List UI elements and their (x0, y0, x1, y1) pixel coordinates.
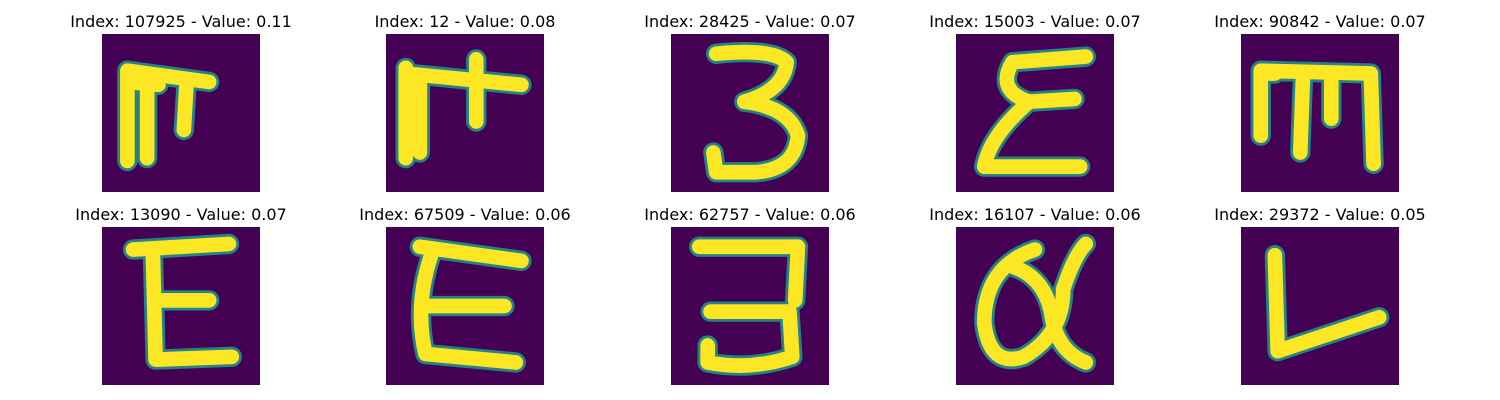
character-image-6 (102, 227, 260, 385)
panel-title: Index: 90842 - Value: 0.07 (1214, 12, 1426, 31)
image-panel-1: Index: 107925 - Value: 0.11 (61, 12, 301, 202)
image-panel-9: Index: 16107 - Value: 0.06 (915, 205, 1155, 395)
panel-title: Index: 28425 - Value: 0.07 (644, 12, 856, 31)
panel-title: Index: 15003 - Value: 0.07 (929, 12, 1141, 31)
image-panel-2: Index: 12 - Value: 0.08 (345, 12, 585, 202)
panel-title: Index: 16107 - Value: 0.06 (929, 205, 1141, 224)
character-glyph-icon (122, 233, 242, 370)
character-glyph-icon (689, 236, 809, 376)
image-panel-3: Index: 28425 - Value: 0.07 (630, 12, 870, 202)
panel-title: Index: 13090 - Value: 0.07 (75, 205, 287, 224)
character-image-9 (956, 227, 1114, 385)
character-glyph-icon (703, 42, 809, 183)
character-image-5 (1241, 34, 1399, 192)
character-image-8 (671, 227, 829, 385)
character-glyph-icon (409, 236, 532, 373)
character-glyph-icon (1250, 60, 1384, 174)
character-image-2 (386, 34, 544, 192)
image-panel-7: Index: 67509 - Value: 0.06 (345, 205, 585, 395)
panel-title: Index: 107925 - Value: 0.11 (70, 12, 292, 31)
panel-title: Index: 67509 - Value: 0.06 (359, 205, 571, 224)
character-image-10 (1241, 227, 1399, 385)
character-glyph-icon (1264, 245, 1390, 362)
panel-title: Index: 29372 - Value: 0.05 (1214, 205, 1426, 224)
character-glyph-icon (974, 46, 1096, 177)
image-panel-6: Index: 13090 - Value: 0.07 (61, 205, 301, 395)
character-glyph-icon (395, 49, 532, 169)
panel-title: Index: 12 - Value: 0.08 (374, 12, 556, 31)
character-glyph-icon (974, 233, 1096, 373)
character-image-3 (671, 34, 829, 192)
image-panel-4: Index: 15003 - Value: 0.07 (915, 12, 1155, 202)
image-panel-10: Index: 29372 - Value: 0.05 (1200, 205, 1440, 395)
character-image-1 (102, 34, 260, 192)
character-image-7 (386, 227, 544, 385)
panel-title: Index: 62757 - Value: 0.06 (644, 205, 856, 224)
character-glyph-icon (117, 60, 220, 172)
image-panel-5: Index: 90842 - Value: 0.07 (1200, 12, 1440, 202)
image-panel-8: Index: 62757 - Value: 0.06 (630, 205, 870, 395)
character-image-4 (956, 34, 1114, 192)
